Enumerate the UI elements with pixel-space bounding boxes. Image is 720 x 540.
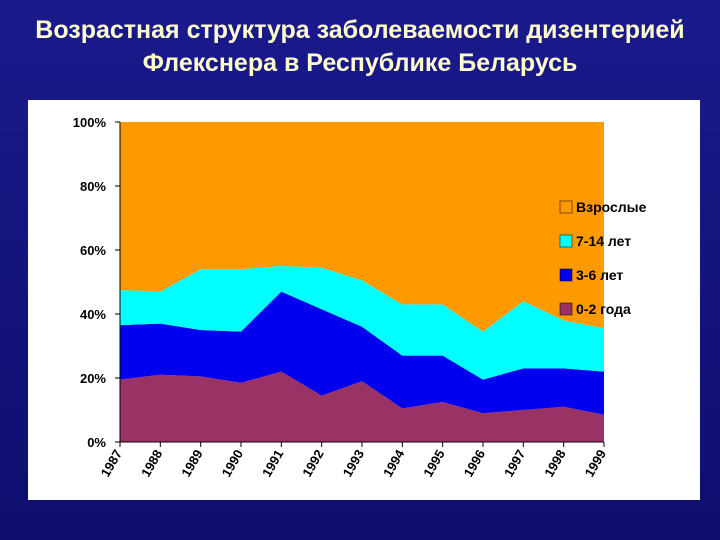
area-0-2-года	[120, 371, 604, 442]
legend-swatch-7-14-лет	[559, 234, 573, 248]
area-взрослые	[120, 122, 604, 332]
x-tick-label: 1993	[340, 447, 367, 480]
chart-title: Возрастная структура заболеваемости дизе…	[0, 14, 720, 80]
x-tick-label: 1997	[501, 447, 528, 480]
y-tick-label: 80%	[80, 179, 106, 194]
y-tick-label: 0%	[87, 435, 106, 450]
legend: Взрослые 7-14 лет 3-6 лет 0-2 года	[559, 199, 647, 317]
y-tick-label: 100%	[73, 115, 107, 130]
x-tick-label: 1992	[299, 447, 326, 480]
x-tick-label: 1988	[138, 447, 165, 480]
legend-label-0-2-года: 0-2 года	[576, 301, 631, 317]
x-tick-label: 1991	[259, 447, 286, 480]
area-7-14-лет	[120, 266, 604, 380]
x-tick-label: 1996	[461, 447, 488, 480]
x-tick-label: 1998	[541, 447, 568, 480]
legend-label-3-6-лет: 3-6 лет	[576, 267, 623, 283]
legend-label-взрослые: Взрослые	[576, 199, 647, 215]
x-tick-label: 1990	[219, 447, 246, 480]
x-tick-label: 1999	[582, 447, 609, 480]
title-line-2: Флекснера в Республике Беларусь	[142, 49, 578, 77]
x-tick-label: 1987	[98, 447, 125, 480]
x-tick-label: 1995	[420, 447, 447, 480]
area-3-6-лет	[120, 291, 604, 415]
x-tick-label: 1994	[380, 446, 408, 479]
legend-swatch-0-2-года	[559, 302, 573, 316]
y-tick-label: 20%	[80, 371, 106, 386]
y-tick-label: 60%	[80, 243, 106, 258]
areas-layer	[120, 122, 604, 442]
legend-swatch-взрослые	[559, 200, 573, 214]
y-tick-label: 40%	[80, 307, 106, 322]
legend-label-7-14-лет: 7-14 лет	[576, 233, 631, 249]
title-line-1: Возрастная структура заболеваемости дизе…	[35, 16, 685, 44]
x-tick-label: 1989	[178, 447, 205, 480]
legend-swatch-3-6-лет	[559, 268, 573, 282]
